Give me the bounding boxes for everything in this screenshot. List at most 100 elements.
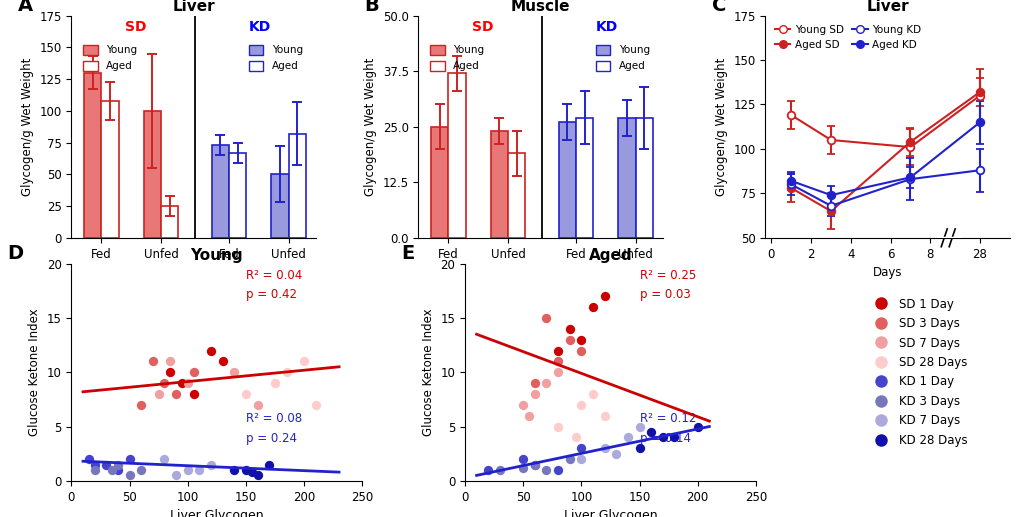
Text: R² = 0.12: R² = 0.12	[639, 412, 695, 425]
Title: Aged: Aged	[588, 248, 632, 263]
Point	[515, 455, 531, 463]
Bar	[618, 118, 635, 238]
Title: Young: Young	[191, 248, 243, 263]
Point	[296, 357, 312, 366]
Bar	[211, 145, 228, 238]
Point	[104, 466, 120, 474]
Point	[573, 346, 589, 355]
Point	[538, 314, 554, 322]
Point	[261, 460, 277, 468]
Point	[596, 292, 612, 300]
Point	[549, 422, 566, 431]
Point	[573, 336, 589, 344]
Point	[642, 428, 658, 436]
Point	[121, 455, 138, 463]
Point	[549, 368, 566, 376]
Title: Liver: Liver	[172, 0, 215, 14]
Point	[214, 357, 230, 366]
Point	[226, 368, 243, 376]
Point	[278, 368, 294, 376]
Bar	[101, 101, 118, 238]
Point	[132, 466, 149, 474]
Point	[584, 390, 600, 398]
Point	[631, 444, 647, 452]
Point	[98, 460, 114, 468]
Bar	[447, 73, 466, 238]
Point	[132, 401, 149, 409]
Text: p = 0.03: p = 0.03	[639, 288, 690, 301]
Y-axis label: Glycogen/g Wet Weight: Glycogen/g Wet Weight	[20, 57, 34, 196]
Point	[538, 379, 554, 387]
Point	[162, 357, 178, 366]
Point	[168, 390, 184, 398]
Point	[151, 390, 167, 398]
Point	[156, 379, 172, 387]
Text: A: A	[17, 0, 33, 15]
Bar	[430, 127, 447, 238]
Point	[561, 336, 578, 344]
Point	[561, 325, 578, 333]
Point	[665, 433, 682, 442]
Point	[267, 379, 283, 387]
Point	[526, 460, 542, 468]
Point	[81, 455, 97, 463]
Point	[87, 460, 103, 468]
Point	[173, 379, 190, 387]
Bar	[144, 111, 161, 238]
Point	[250, 401, 266, 409]
Text: p = 0.42: p = 0.42	[246, 288, 297, 301]
Point	[549, 466, 566, 474]
Bar	[161, 206, 178, 238]
Text: B: B	[365, 0, 379, 15]
Point	[620, 433, 636, 442]
Text: E: E	[400, 245, 414, 263]
Point	[145, 357, 161, 366]
Text: p = 0.14: p = 0.14	[639, 432, 690, 445]
Text: KD: KD	[249, 20, 270, 34]
Point	[308, 401, 324, 409]
Point	[584, 303, 600, 311]
Point	[607, 449, 624, 458]
Point	[244, 468, 260, 476]
Point	[121, 472, 138, 480]
Legend: Young SD, Aged SD, Young KD, Aged KD: Young SD, Aged SD, Young KD, Aged KD	[770, 21, 924, 54]
Y-axis label: Glycogen/g Wet Weight: Glycogen/g Wet Weight	[364, 57, 377, 196]
Bar	[288, 134, 306, 238]
Point	[162, 368, 178, 376]
Point	[191, 466, 207, 474]
Point	[156, 455, 172, 463]
Point	[654, 433, 671, 442]
Bar	[228, 153, 246, 238]
Legend: Young, Aged: Young, Aged	[245, 41, 307, 75]
Text: R² = 0.25: R² = 0.25	[639, 269, 695, 282]
X-axis label: Days: Days	[872, 266, 902, 279]
Text: R² = 0.04: R² = 0.04	[246, 269, 302, 282]
Point	[226, 466, 243, 474]
Legend: SD 1 Day, SD 3 Days, SD 7 Days, SD 28 Days, KD 1 Day, KD 3 Days, KD 7 Days, KD 2: SD 1 Day, SD 3 Days, SD 7 Days, SD 28 Da…	[863, 293, 971, 452]
Point	[179, 466, 196, 474]
Point	[549, 357, 566, 366]
Bar	[490, 131, 507, 238]
Title: Muscle: Muscle	[511, 0, 570, 14]
Point	[573, 455, 589, 463]
Point	[515, 401, 531, 409]
Point	[596, 412, 612, 420]
X-axis label: Liver Glycogen: Liver Glycogen	[564, 509, 656, 517]
Y-axis label: Glycogen/g Wet Weight: Glycogen/g Wet Weight	[714, 57, 728, 196]
Point	[573, 401, 589, 409]
Point	[596, 444, 612, 452]
Point	[203, 346, 219, 355]
Text: KD: KD	[595, 20, 618, 34]
Point	[185, 390, 202, 398]
Text: p = 0.24: p = 0.24	[246, 432, 297, 445]
Bar	[635, 118, 652, 238]
Bar	[558, 122, 576, 238]
Point	[561, 455, 578, 463]
Point	[87, 466, 103, 474]
Point	[110, 466, 126, 474]
Title: Liver: Liver	[865, 0, 908, 14]
Point	[689, 422, 705, 431]
Bar	[507, 154, 525, 238]
Point	[168, 472, 184, 480]
Point	[491, 466, 507, 474]
